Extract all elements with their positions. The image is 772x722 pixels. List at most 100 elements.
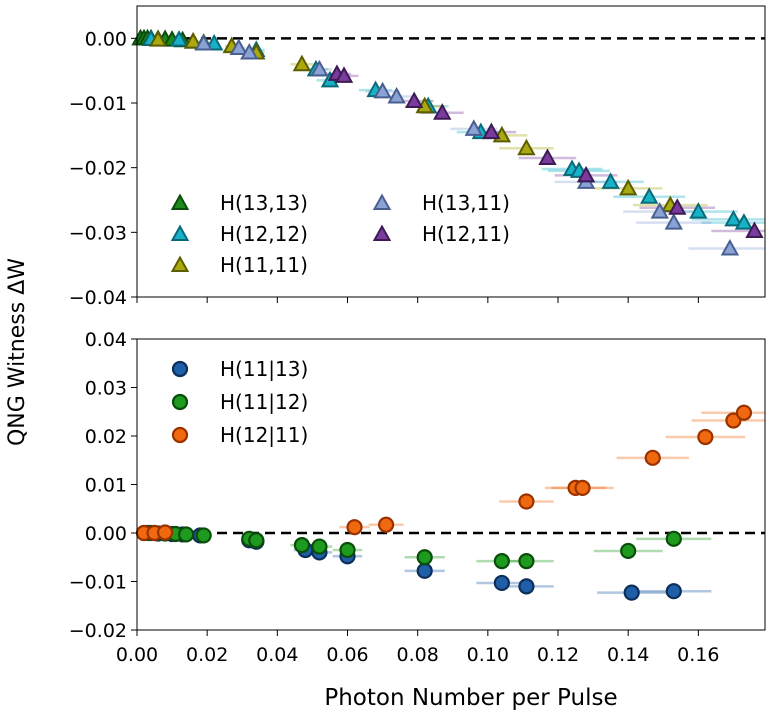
data-point	[664, 213, 683, 230]
x-tick-label: 0.14	[607, 644, 649, 666]
data-point	[618, 178, 638, 196]
data-point	[229, 38, 248, 56]
data-point	[195, 527, 212, 544]
series-3	[135, 404, 753, 542]
data-point	[538, 148, 557, 165]
data-point	[574, 479, 591, 496]
data-point	[183, 32, 203, 49]
data-point	[148, 30, 168, 47]
legend-marker	[171, 393, 189, 411]
legend-label: H(11,11)	[220, 253, 308, 277]
data-point	[156, 524, 174, 541]
legend-marker	[372, 224, 392, 241]
plot-frame	[136, 5, 766, 298]
y-tick-label: −0.02	[69, 620, 127, 642]
x-tick-label: 0.02	[186, 644, 228, 666]
legend-marker	[372, 193, 392, 210]
legend: H(13,13) H(12,12) H(11,11) H(13,11) H(12,11)	[170, 191, 510, 277]
data-point	[493, 553, 510, 570]
data-point	[311, 538, 328, 555]
panel-1: 0.00 −0.01 −0.02 −0.03 −0.04 H(13,13) H(12,12)…	[69, 5, 766, 309]
data-point	[346, 519, 363, 536]
y-tick-label: −0.01	[69, 93, 127, 115]
data-point	[517, 138, 536, 156]
data-point	[248, 532, 265, 549]
legend-label: H(12|11)	[220, 423, 308, 447]
y-tick-label: 0.03	[85, 378, 127, 400]
data-point	[650, 202, 669, 219]
y-tick-label: −0.03	[69, 222, 127, 244]
data-point	[668, 198, 687, 215]
legend-label: H(11|13)	[220, 357, 308, 381]
legend-label: H(12,11)	[422, 222, 510, 246]
data-point	[387, 86, 406, 104]
data-point	[292, 54, 312, 72]
y-tick-label: 0.01	[85, 475, 127, 497]
legend-marker	[170, 255, 190, 272]
series-4	[194, 33, 740, 256]
data-point	[640, 187, 659, 204]
data-point	[518, 553, 535, 570]
data-point	[482, 122, 501, 140]
data-point	[620, 542, 637, 560]
data-point	[240, 43, 259, 60]
y-tick-label: 0.02	[85, 426, 127, 448]
data-point	[518, 493, 535, 510]
data-point	[204, 33, 224, 51]
data-point	[576, 165, 596, 183]
legend-marker	[170, 193, 190, 210]
legend-label: H(13,13)	[220, 191, 308, 215]
data-point	[689, 202, 708, 219]
legend-marker	[171, 360, 189, 378]
error-bars	[137, 37, 765, 250]
panels: 0.00 −0.01 −0.02 −0.03 −0.04 H(13,13) H(12,12)…	[69, 5, 766, 666]
data-point	[377, 516, 395, 533]
x-tick-label: 0.12	[537, 644, 579, 666]
y-axis-label: QNG Witness ΔW	[5, 258, 30, 446]
series-5	[327, 64, 764, 239]
data-point	[644, 449, 661, 466]
x-tick-label: 0.08	[397, 644, 439, 666]
x-tick-label: 0.16	[677, 644, 719, 666]
data-point	[735, 404, 753, 421]
legend-label: H(13,11)	[422, 191, 510, 215]
x-tick-label: 0.10	[467, 644, 509, 666]
data-point	[310, 59, 329, 77]
y-tick-label: 0.04	[85, 329, 127, 351]
data-point	[697, 428, 714, 446]
data-point	[720, 238, 740, 256]
data-point	[724, 209, 743, 227]
data-point	[464, 119, 484, 136]
data-point	[416, 549, 433, 566]
x-tick-label: 0.06	[326, 644, 368, 666]
data-point	[293, 537, 310, 554]
legend: H(11|13) H(11|12) H(12|11)	[171, 357, 308, 447]
data-point	[169, 30, 189, 47]
series-1	[135, 524, 682, 601]
x-tick-label: 0.00	[116, 644, 158, 666]
data-point	[518, 578, 535, 595]
x-tick-label: 0.04	[256, 644, 298, 666]
x-axis-label: Photon Number per Pulse	[324, 685, 617, 711]
data-point	[404, 91, 424, 109]
legend-marker	[171, 426, 189, 444]
y-tick-label: −0.04	[69, 287, 127, 309]
data-point	[194, 33, 213, 51]
series-2	[139, 524, 682, 570]
y-tick-label: 0.00	[85, 523, 127, 545]
y-tick-label: −0.01	[69, 572, 127, 594]
legend-marker	[170, 224, 190, 241]
data-point	[339, 541, 356, 559]
legend-label: H(11|12)	[220, 390, 308, 414]
data-point	[334, 66, 354, 83]
data-point	[601, 172, 620, 189]
legend-label: H(12,12)	[220, 222, 308, 246]
data-point	[623, 584, 640, 601]
data-point	[734, 213, 754, 230]
data-point	[416, 562, 433, 579]
y-tick-label: −0.02	[69, 158, 127, 180]
y-tick-label: 0.00	[85, 28, 127, 50]
data-point	[745, 221, 764, 239]
series-3	[148, 30, 680, 213]
